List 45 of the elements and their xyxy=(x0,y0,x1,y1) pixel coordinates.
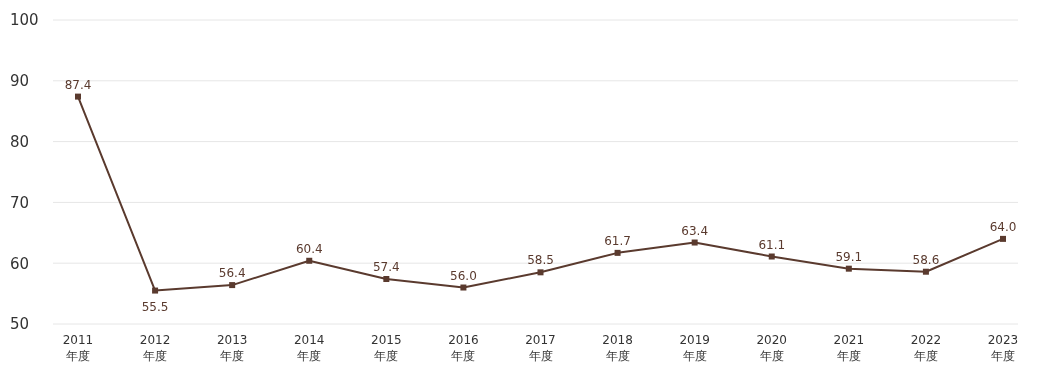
point xyxy=(691,239,698,246)
data-label: 61.7 xyxy=(604,233,631,248)
x-tick-label: 2021 年度 xyxy=(833,333,865,363)
point xyxy=(537,269,544,276)
point xyxy=(768,253,775,260)
y-tick-label: 60 xyxy=(10,254,30,273)
point xyxy=(152,287,159,294)
data-label: 61.1 xyxy=(758,237,786,252)
data-label: 56.0 xyxy=(450,268,477,283)
data-label: 64.0 xyxy=(989,219,1017,234)
point xyxy=(306,257,313,264)
point xyxy=(229,282,236,289)
point xyxy=(614,249,621,256)
y-tick-label: 70 xyxy=(10,193,30,212)
x-tick-label: 2011 年度 xyxy=(62,333,94,363)
x-tick-label: 2023 年度 xyxy=(987,333,1019,363)
x-tick-label: 2017 年度 xyxy=(525,333,556,363)
y-tick-label: 90 xyxy=(10,72,30,91)
point xyxy=(460,284,467,291)
point xyxy=(383,276,390,283)
y-tick-label: 100 xyxy=(10,11,39,30)
x-tick-label: 2012 年度 xyxy=(139,333,171,363)
x-tick-label: 2014 年度 xyxy=(293,333,325,363)
point xyxy=(1000,235,1006,242)
data-label: 60.4 xyxy=(295,241,323,256)
data-label: 58.6 xyxy=(912,252,940,267)
point xyxy=(75,93,81,100)
x-tick-label: 2018 年度 xyxy=(602,333,633,363)
data-label: 87.4 xyxy=(64,77,92,92)
x-tick-label: 2016 年度 xyxy=(448,333,479,363)
x-tick-label: 2020 年度 xyxy=(756,333,788,363)
point xyxy=(845,265,852,272)
data-label: 63.4 xyxy=(681,223,709,238)
x-tick-label: 2013 年度 xyxy=(216,333,248,363)
x-tick-label: 2015 年度 xyxy=(371,333,402,363)
data-label: 55.5 xyxy=(141,299,169,314)
x-tick-label: 2022 年度 xyxy=(910,333,942,363)
data-label: 59.1 xyxy=(835,249,863,264)
y-tick-label: 50 xyxy=(10,315,30,334)
x-tick-label: 2019 年度 xyxy=(679,333,710,363)
y-tick-label: 80 xyxy=(10,132,30,151)
data-label: 57.4 xyxy=(372,260,400,275)
data-label: 56.4 xyxy=(218,266,246,281)
point xyxy=(922,268,929,275)
data-label: 58.5 xyxy=(527,253,554,268)
